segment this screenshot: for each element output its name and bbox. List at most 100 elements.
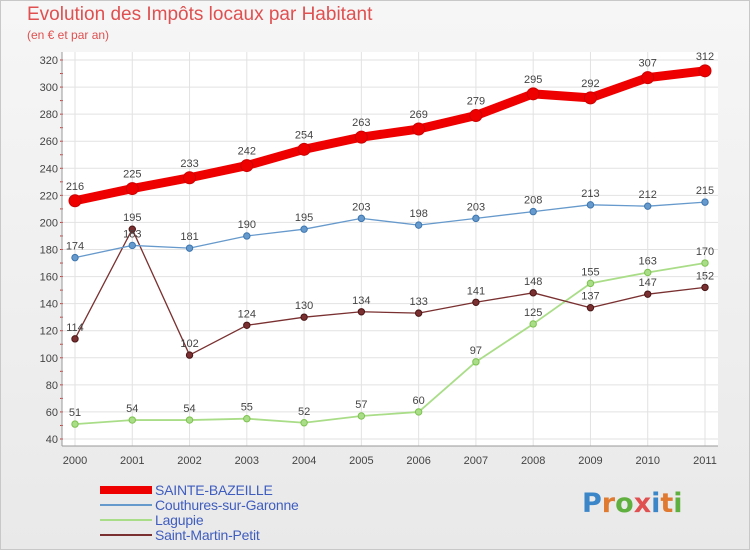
legend-swatch xyxy=(100,486,152,494)
data-label: 190 xyxy=(238,219,256,231)
x-tick-label: 2010 xyxy=(635,455,659,467)
data-point xyxy=(71,253,79,262)
logo-letter: P xyxy=(582,488,602,519)
data-point xyxy=(354,130,368,144)
y-tick-label: 220 xyxy=(40,190,58,202)
data-point xyxy=(586,304,595,312)
series-line-3 xyxy=(74,228,706,356)
data-point xyxy=(701,283,709,292)
data-label: 203 xyxy=(467,201,485,213)
data-label: 208 xyxy=(524,195,542,207)
data-point xyxy=(472,298,480,306)
data-point xyxy=(472,214,480,223)
data-point xyxy=(185,244,194,252)
legend-label: Couthures-sur-Garonne xyxy=(155,497,299,513)
x-tick-label: 2006 xyxy=(406,455,430,467)
data-label: 57 xyxy=(355,399,367,411)
data-label: 130 xyxy=(295,300,313,312)
data-label: 233 xyxy=(180,158,198,170)
data-label: 55 xyxy=(241,402,253,414)
data-point xyxy=(586,279,595,288)
data-label: 133 xyxy=(409,296,427,308)
data-point xyxy=(243,232,251,240)
x-tick-label: 2009 xyxy=(578,455,602,467)
data-point xyxy=(414,309,423,317)
data-label: 147 xyxy=(639,277,657,289)
data-point xyxy=(128,416,136,424)
data-label: 52 xyxy=(298,406,310,418)
data-label: 54 xyxy=(183,403,195,415)
data-point xyxy=(644,268,652,277)
y-tick-label: 260 xyxy=(40,136,58,148)
series-line-0 xyxy=(70,66,710,206)
data-label: 97 xyxy=(470,345,482,357)
logo-letter: r xyxy=(601,488,616,519)
y-tick-label: 120 xyxy=(40,326,58,338)
data-label: 148 xyxy=(524,276,542,288)
legend-swatch xyxy=(100,504,152,506)
y-tick-label: 40 xyxy=(46,434,58,446)
data-label: 242 xyxy=(238,146,256,158)
data-point xyxy=(698,64,712,78)
logo-letter: i xyxy=(651,488,661,519)
y-tick-label: 300 xyxy=(40,82,58,94)
data-label: 137 xyxy=(581,291,599,303)
data-point xyxy=(586,201,595,209)
data-label: 225 xyxy=(123,169,141,181)
data-point xyxy=(701,198,709,206)
x-tick-label: 2005 xyxy=(349,455,373,467)
data-label: 170 xyxy=(696,246,714,258)
data-point xyxy=(701,259,709,267)
legend-swatch xyxy=(100,534,152,536)
data-label: 203 xyxy=(352,201,370,213)
y-tick-label: 280 xyxy=(40,109,58,121)
x-tick-label: 2001 xyxy=(120,455,144,467)
x-tick-label: 2011 xyxy=(693,455,717,467)
data-point xyxy=(472,358,480,366)
data-point xyxy=(412,122,426,136)
y-tick-label: 180 xyxy=(40,245,58,257)
data-point xyxy=(300,313,308,321)
data-label: 292 xyxy=(581,78,599,90)
x-tick-label: 2002 xyxy=(177,455,201,467)
y-tick-label: 60 xyxy=(46,407,58,419)
proxiti-logo: Proxiti xyxy=(582,488,683,519)
data-point xyxy=(644,290,652,298)
data-label: 152 xyxy=(696,270,714,282)
data-label: 60 xyxy=(413,395,425,407)
data-point xyxy=(185,351,194,359)
data-label: 141 xyxy=(467,285,485,297)
data-point xyxy=(529,207,537,216)
y-tick-label: 200 xyxy=(40,217,58,229)
legend-label: Saint-Martin-Petit xyxy=(155,527,260,543)
data-point xyxy=(243,414,251,423)
data-label: 102 xyxy=(180,338,198,350)
data-label: 254 xyxy=(295,129,313,141)
data-label: 183 xyxy=(123,228,141,240)
series-line-1 xyxy=(74,201,706,259)
chart-subtitle: (en € et par an) xyxy=(27,28,110,42)
data-label: 198 xyxy=(409,208,427,220)
series-line-2 xyxy=(74,262,706,426)
data-label: 134 xyxy=(352,295,370,307)
data-label: 51 xyxy=(69,407,81,419)
data-label: 124 xyxy=(238,308,256,320)
data-point xyxy=(300,225,308,233)
data-point xyxy=(414,408,423,416)
data-point xyxy=(300,419,308,427)
legend-swatch xyxy=(100,519,152,521)
y-tick-label: 80 xyxy=(46,380,58,392)
data-point xyxy=(185,416,194,424)
data-label: 212 xyxy=(639,189,657,201)
data-point xyxy=(529,289,537,297)
data-point xyxy=(357,412,366,420)
logo-letter: i xyxy=(673,488,683,519)
legend-label: SAINTE-BAZEILLE xyxy=(155,482,273,498)
data-point xyxy=(644,202,652,210)
data-point xyxy=(529,320,537,328)
data-point xyxy=(243,321,251,329)
data-point xyxy=(414,221,423,229)
x-tick-label: 2008 xyxy=(521,455,545,467)
x-tick-label: 2007 xyxy=(464,455,488,467)
x-tick-label: 2003 xyxy=(235,455,259,467)
